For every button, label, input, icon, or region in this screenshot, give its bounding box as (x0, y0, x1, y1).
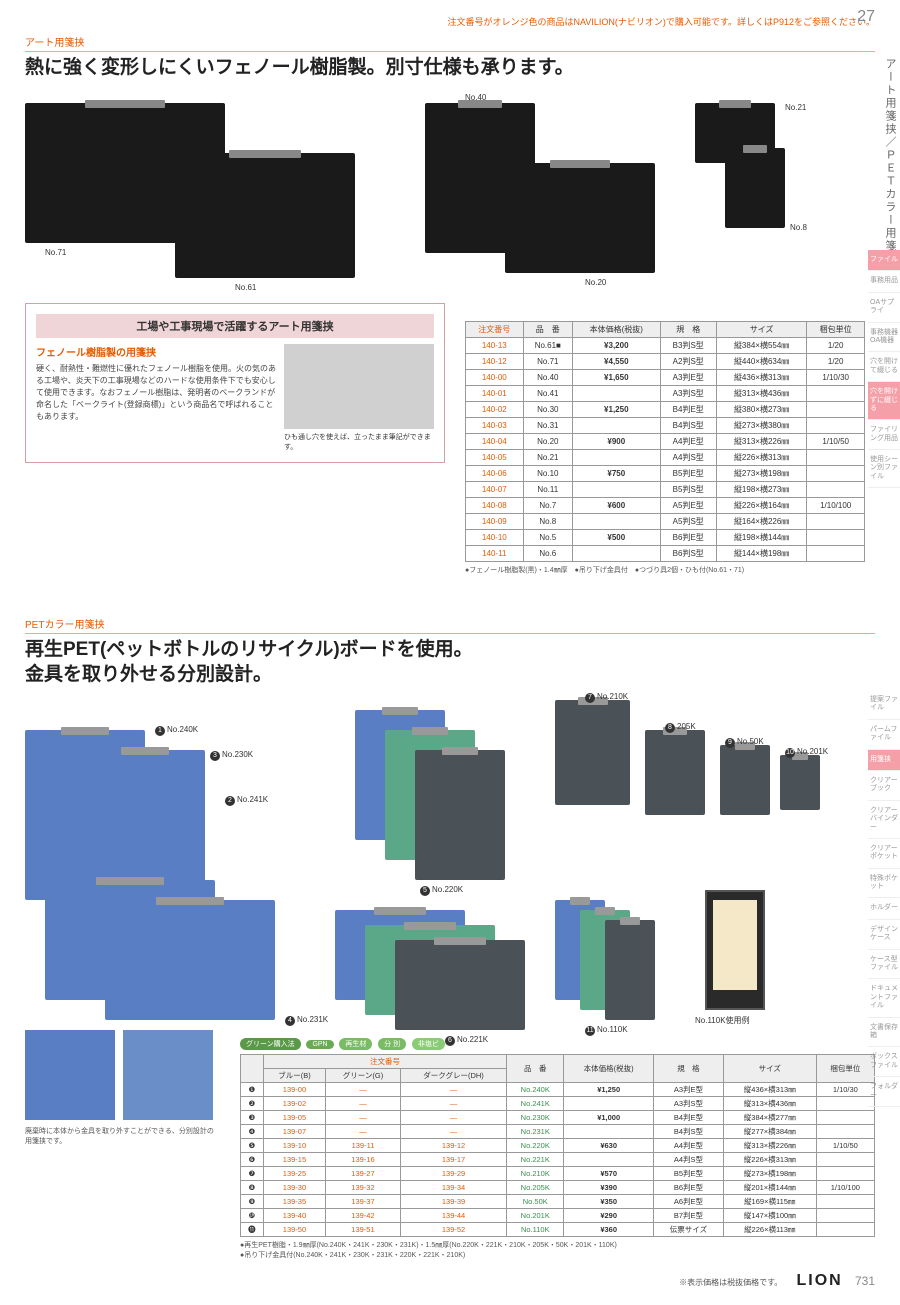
side-cat: フォルダー (868, 1077, 900, 1107)
product-images-1: No.71 No.61 No.40 No.20 No.21 No.8 (25, 93, 875, 273)
side-categories-1: ファイル 事務用品 OAサプライ 事務機器OA機器 穴を開けて綴じる 穴を開けず… (868, 250, 900, 488)
info-text: 硬く、耐熱性・難燃性に優れたフェノール樹脂を使用。火の気のある工場や、炎天下の工… (36, 363, 276, 423)
side-cat: 穴を開けずに綴じる (868, 382, 900, 420)
page-footer: ※表示価格は税抜価格です。 LION 731 (25, 1272, 875, 1290)
info-title: 工場や工事現場で活躍するアート用箋挟 (36, 314, 434, 338)
side-cat: 事務用品 (868, 271, 900, 292)
section2-headline: 再生PET(ペットボトルのリサイクル)ボードを使用。 金具を取り外せる分別設計。 (25, 638, 875, 687)
side-cat: OAサプライ (868, 293, 900, 323)
side-cat: 穴を開けて綴じる (868, 352, 900, 382)
section2-label: PETカラー用箋挟 (25, 616, 875, 634)
section1-label: アート用箋挟 (25, 34, 875, 52)
section1-headline: 熱に強く変形しにくいフェノール樹脂製。別寸仕様も承ります。 (25, 56, 875, 81)
top-note: 注文番号がオレンジ色の商品はNAVILION(ナビリオン)で購入可能です。詳しく… (25, 15, 875, 28)
table2-notes: ●再生PET樹脂・1.9㎜厚(No.240K・241K・230K・231K)・1… (240, 1241, 875, 1262)
detail-images: 廃棄時に本体から金具を取り外すことができる、分別設計の用箋挟です。 (25, 1030, 225, 1146)
side-tab: アート用箋挟／ＰＥＴカラー用箋挟 (880, 50, 898, 274)
table1-notes: ●フェノール樹脂製(黒)・1.4㎜厚 ●吊り下げ金具付 ●つづり具2個・ひも付(… (465, 566, 865, 577)
info-box: 工場や工事現場で活躍するアート用箋挟 フェノール樹脂製の用箋挟 硬く、耐熱性・難… (25, 303, 445, 463)
spec-table-1: 注文番号 品 番 本体価格(税抜) 規 格 サイズ 梱包単位 140-13No.… (465, 321, 865, 562)
side-cat: ボックスファイル (868, 1047, 900, 1077)
product-images-2: 1No.240K 3No.230K 2No.241K 4No.231K 5No.… (25, 700, 875, 1030)
spec-table-2: 注文番号 品 番 本体価格(税抜) 規 格 サイズ 梱包単位 ブルー(B) グリ… (240, 1054, 875, 1237)
table-1-wrap: 注文番号 品 番 本体価格(税抜) 規 格 サイズ 梱包単位 140-13No.… (465, 321, 865, 577)
info-image: ひも通し穴を使えば、立ったまま筆記ができます。 (284, 344, 434, 452)
side-cat: 事務機器OA機器 (868, 323, 900, 353)
side-cat: 使用シーン別ファイル (868, 450, 900, 488)
page-number-top: 27 (857, 8, 875, 26)
eco-badges: グリーン購入法 GPN 再生材 分 別 非塩ビ (240, 1038, 875, 1050)
side-cat: ファイリング用品 (868, 420, 900, 450)
info-subtitle: フェノール樹脂製の用箋挟 (36, 344, 276, 359)
